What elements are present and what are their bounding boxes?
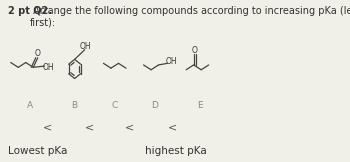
Text: OH: OH <box>80 42 92 51</box>
Text: <: < <box>168 123 177 133</box>
Text: Lowest pKa: Lowest pKa <box>8 146 68 156</box>
Text: OH: OH <box>165 57 177 66</box>
Text: <: < <box>125 123 134 133</box>
Text: Arrange the following compounds according to increasing pKa (least
first):: Arrange the following compounds accordin… <box>30 6 350 27</box>
Text: 2 pt Q2.: 2 pt Q2. <box>8 6 52 16</box>
Text: OH: OH <box>42 63 54 72</box>
Text: D: D <box>152 101 158 110</box>
Text: <: < <box>85 123 94 133</box>
Text: O: O <box>192 46 198 55</box>
Text: A: A <box>27 101 33 110</box>
Text: O: O <box>35 49 41 58</box>
Text: <: < <box>42 123 52 133</box>
Text: highest pKa: highest pKa <box>145 146 206 156</box>
Text: B: B <box>71 101 78 110</box>
Text: E: E <box>197 101 203 110</box>
Text: C: C <box>112 101 118 110</box>
